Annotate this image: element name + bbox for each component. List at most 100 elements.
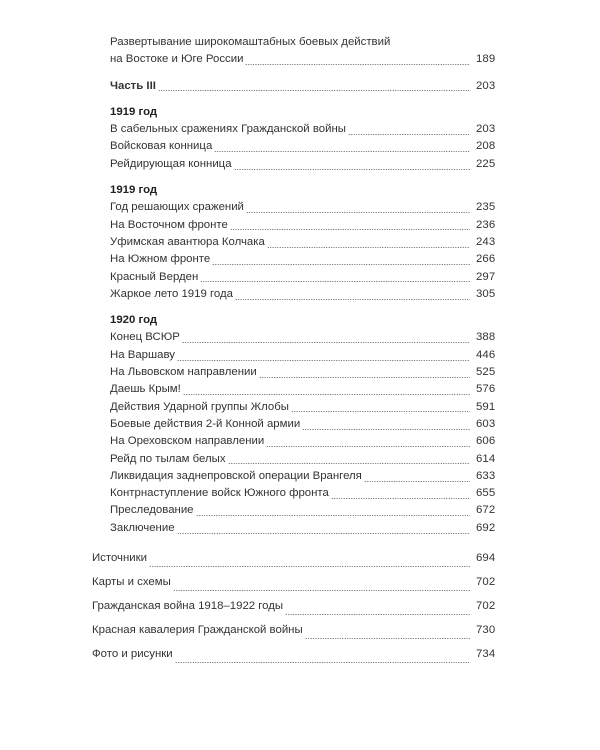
toc-entry-row: На Варшаву 446 xyxy=(110,347,510,364)
toc-entry-title: Красная кавалерия Гражданской войны xyxy=(92,624,303,637)
dot-leader xyxy=(172,589,470,591)
toc-entry-title: Жаркое лето 1919 года xyxy=(110,287,233,300)
toc-entry-kontrnastuplenie[interactable]: Контрнаступление войск Южного фронта 655 xyxy=(110,485,510,502)
toc-page-number: 388 xyxy=(476,331,496,344)
toc-page-number: 243 xyxy=(476,235,496,248)
dot-leader xyxy=(214,151,470,153)
toc-entry-presledovanie[interactable]: Преследование 672 xyxy=(110,502,510,519)
toc-entry-grazhdanskaya-voyna[interactable]: Гражданская война 1918–1922 годы 702 xyxy=(92,594,510,618)
toc-entry-title: Год решающих сражений xyxy=(110,201,244,214)
toc-page-number: 633 xyxy=(476,469,496,482)
toc-page-number: 702 xyxy=(476,600,496,613)
toc-section-heading: 1919 год xyxy=(110,105,158,118)
toc-spacer xyxy=(92,69,510,78)
toc-page-number: 692 xyxy=(476,521,496,534)
toc-entry-row: Жаркое лето 1919 года 305 xyxy=(110,286,510,303)
toc-entry-deystviya-zhloby[interactable]: Действия Ударной группы Жлобы 591 xyxy=(110,399,510,416)
toc-entry-row: Даешь Крым! 576 xyxy=(110,381,510,398)
toc-entry-row: Преследование 672 xyxy=(110,502,510,519)
toc-entry-krasnyy-verden[interactable]: Красный Верден 297 xyxy=(110,269,510,286)
toc-page-number: 734 xyxy=(476,648,496,661)
toc-entry-karty-i-shemy[interactable]: Карты и схемы 702 xyxy=(92,570,510,594)
dot-leader xyxy=(176,359,470,361)
toc-entry-zharkoe-leto[interactable]: Жаркое лето 1919 года 305 xyxy=(110,286,510,303)
toc-entry-likvidaciya-zadneprovskoy[interactable]: Ликвидация заднепровской операции Вранге… xyxy=(110,468,510,485)
toc-spacer xyxy=(92,173,510,182)
toc-entry-na-vostochnom-fronte[interactable]: На Восточном фронте 236 xyxy=(110,217,510,234)
toc-entry-chast-3[interactable]: Часть III 203 xyxy=(110,78,510,95)
toc-entry-na-varshavu[interactable]: На Варшаву 446 xyxy=(110,347,510,364)
dot-leader xyxy=(174,661,470,663)
toc-page-number: 305 xyxy=(476,287,496,300)
dot-leader xyxy=(229,229,470,231)
toc-page-number: 446 xyxy=(476,348,496,361)
toc-entry-title-line: Развертывание широкомаштабных боевых дей… xyxy=(110,36,391,48)
toc-entry-ufimskaya-avantyura[interactable]: Уфимская авантюра Колчака 243 xyxy=(110,234,510,251)
toc-page-number: 236 xyxy=(476,218,496,231)
toc-entry-title: Войсковая конница xyxy=(110,140,213,153)
toc-page-number: 576 xyxy=(476,383,496,396)
dot-leader xyxy=(182,394,470,396)
toc-entry-row: Карты и схемы 702 xyxy=(92,570,510,594)
toc-page-number: 208 xyxy=(476,140,496,153)
toc-section-heading: 1919 год xyxy=(110,184,158,197)
toc-entry-daesh-krym[interactable]: Даешь Крым! 576 xyxy=(110,381,510,398)
toc-entry-title: Конец ВСЮР xyxy=(110,331,180,344)
toc-entry-foto-i-risunki[interactable]: Фото и рисунки 734 xyxy=(92,642,510,666)
dot-leader xyxy=(266,246,470,248)
toc-entry-krasnaya-kavaleriya[interactable]: Красная кавалерия Гражданской войны 730 xyxy=(92,618,510,642)
toc-entry-row: Действия Ударной группы Жлобы 591 xyxy=(110,399,510,416)
toc-entry-title: Уфимская авантюра Колчака xyxy=(110,235,265,248)
toc-entry-zaklyuchenie[interactable]: Заключение 692 xyxy=(110,520,510,537)
toc-entry-razvertyvanie[interactable]: Развертывание широкомаштабных боевых дей… xyxy=(110,34,510,69)
toc-page-number: 235 xyxy=(476,201,496,214)
toc-entry-title: Рейдирующая конница xyxy=(110,157,232,170)
toc-entry-title: Гражданская война 1918–1922 годы xyxy=(92,600,284,613)
toc-entry-title: На Ореховском направлении xyxy=(110,435,265,448)
toc-entry-boevye-deystviya-2-konnoy[interactable]: Боевые действия 2-й Конной армии 603 xyxy=(110,416,510,433)
toc-entry-voyskovaya-konnica[interactable]: Войсковая конница 208 xyxy=(110,138,510,155)
toc-entry-row: Год решающих сражений 235 xyxy=(110,199,510,216)
toc-entry-v-sabelnyh[interactable]: В сабельных сражениях Гражданской войны 2… xyxy=(110,121,510,138)
toc-entry-god-1919-a: 1919 год xyxy=(110,104,510,121)
toc-entry-row: на Востоке и Юге России 189 xyxy=(110,51,510,68)
toc-spacer xyxy=(92,303,510,312)
toc-entry-row: Заключение 692 xyxy=(110,520,510,537)
toc-page-number: 694 xyxy=(476,552,496,565)
toc-entry-title: На Львовском направлении xyxy=(110,366,257,379)
toc-entry-title: Ликвидация заднепровской операции Вранге… xyxy=(110,469,362,482)
toc-entry-istochniki[interactable]: Источники 694 xyxy=(92,546,510,570)
toc-entry-na-lvovskom[interactable]: На Львовском направлении 525 xyxy=(110,364,510,381)
toc-entry-title: на Востоке и Юге России xyxy=(110,53,244,66)
dot-leader xyxy=(181,342,470,344)
dot-leader xyxy=(285,613,470,615)
toc-page-number: 730 xyxy=(476,624,496,637)
dot-leader xyxy=(212,264,470,266)
toc-page-number: 525 xyxy=(476,366,496,379)
toc-entry-title: Источники xyxy=(92,552,147,565)
toc-entry-row: Красный Верден 297 xyxy=(110,269,510,286)
dot-leader xyxy=(330,497,470,499)
toc-entry-reydiruyushchaya-konnica[interactable]: Рейдирующая конница 225 xyxy=(110,156,510,173)
toc-entry-row: В сабельных сражениях Гражданской войны 2… xyxy=(110,121,510,138)
toc-entry-reyd-po-tylam[interactable]: Рейд по тылам белых 614 xyxy=(110,451,510,468)
toc-entry-row: На Львовском направлении 525 xyxy=(110,364,510,381)
toc-page-number: 189 xyxy=(476,53,496,66)
toc-page-number: 606 xyxy=(476,435,496,448)
toc-entry-konec-vsyur[interactable]: Конец ВСЮР 388 xyxy=(110,329,510,346)
toc-entry-god-reshayushchih[interactable]: Год решающих сражений 235 xyxy=(110,199,510,216)
toc-entry-title: В сабельных сражениях Гражданской войны xyxy=(110,123,346,136)
dot-leader xyxy=(347,133,470,135)
toc-entry-title: На Варшаву xyxy=(110,348,175,361)
toc-entry-na-yuzhnom-fronte[interactable]: На Южном фронте 266 xyxy=(110,251,510,268)
toc-entry-row: Часть III 203 xyxy=(110,78,510,95)
dot-leader xyxy=(245,64,470,66)
toc-entry-row: Ликвидация заднепровской операции Вранге… xyxy=(110,468,510,485)
toc-page-number: 225 xyxy=(476,157,496,170)
toc-entry-na-orehovskom[interactable]: На Ореховском направлении 606 xyxy=(110,433,510,450)
toc-entry-title: Рейд по тылам белых xyxy=(110,452,226,465)
toc-entry-title: Преследование xyxy=(110,504,194,517)
toc-entry-list: Развертывание широкомаштабных боевых дей… xyxy=(92,34,510,666)
toc-entry-title: Фото и рисунки xyxy=(92,648,173,661)
